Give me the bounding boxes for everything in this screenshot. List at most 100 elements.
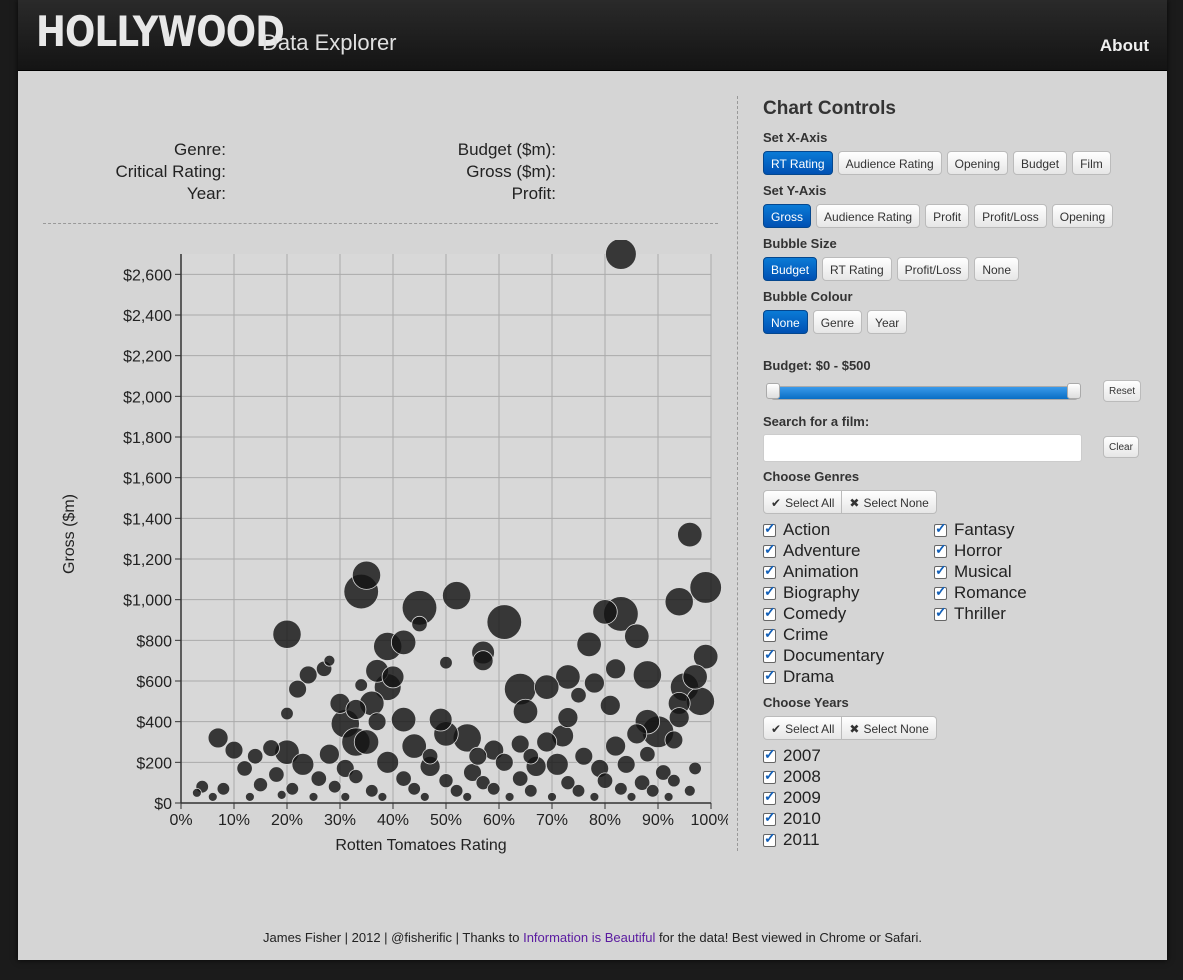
- bubble-colour-option-none[interactable]: None: [763, 310, 808, 334]
- budget-slider-max-handle[interactable]: [1067, 383, 1081, 399]
- y-axis-option-audience-rating[interactable]: Audience Rating: [816, 204, 921, 228]
- x-axis-option-rt-rating[interactable]: RT Rating: [763, 151, 833, 175]
- bubble-point[interactable]: [677, 521, 703, 548]
- bubble-point[interactable]: [262, 739, 280, 757]
- bubble-point[interactable]: [381, 665, 405, 689]
- bubble-point[interactable]: [272, 619, 302, 649]
- bubble-size-option-none[interactable]: None: [974, 257, 1020, 281]
- y-axis-option-opening[interactable]: Opening: [1051, 204, 1114, 228]
- bubble-point[interactable]: [664, 730, 684, 750]
- bubble-point[interactable]: [663, 792, 674, 802]
- bubble-point[interactable]: [512, 698, 539, 725]
- year-2009[interactable]: 2009: [763, 788, 821, 808]
- bubble-size-option-budget[interactable]: Budget: [763, 257, 818, 281]
- genre-comedy[interactable]: Comedy: [763, 604, 846, 624]
- bubble-point[interactable]: [472, 650, 494, 672]
- genre-animation[interactable]: Animation: [763, 562, 859, 582]
- bubble-point[interactable]: [395, 770, 412, 787]
- genre-checkbox[interactable]: [763, 583, 776, 600]
- bubble-point[interactable]: [589, 792, 600, 802]
- bubble-point[interactable]: [614, 782, 628, 796]
- bubble-point[interactable]: [353, 729, 380, 755]
- x-axis-option-film[interactable]: Film: [1072, 151, 1111, 175]
- bubble-colour-option-year[interactable]: Year: [867, 310, 908, 334]
- x-axis-option-budget[interactable]: Budget: [1013, 151, 1068, 175]
- bubble-point[interactable]: [247, 748, 264, 765]
- bubble-point[interactable]: [668, 707, 690, 729]
- genre-drama[interactable]: Drama: [763, 667, 834, 687]
- x-axis-option-audience-rating[interactable]: Audience Rating: [837, 151, 942, 175]
- bubble-point[interactable]: [253, 777, 268, 793]
- bubble-point[interactable]: [236, 760, 253, 777]
- bubble-point[interactable]: [276, 789, 287, 800]
- bubble-point[interactable]: [571, 784, 586, 798]
- bubble-point[interactable]: [365, 784, 379, 798]
- genre-checkbox[interactable]: [934, 562, 947, 579]
- bubble-point[interactable]: [560, 775, 576, 791]
- y-axis-option-profit-loss[interactable]: Profit/Loss: [974, 204, 1047, 228]
- bubble-point[interactable]: [428, 707, 453, 732]
- bubble-point[interactable]: [639, 746, 656, 763]
- bubble-point[interactable]: [308, 792, 319, 802]
- genre-musical[interactable]: Musical: [934, 562, 1012, 582]
- year-checkbox[interactable]: [763, 830, 776, 847]
- bubble-point[interactable]: [376, 750, 400, 774]
- bubble-point[interactable]: [682, 664, 708, 690]
- year-2011[interactable]: 2011: [763, 830, 820, 850]
- year-checkbox[interactable]: [763, 809, 776, 826]
- genre-checkbox[interactable]: [763, 520, 776, 537]
- bubble-point[interactable]: [605, 240, 637, 270]
- y-axis-option-gross[interactable]: Gross: [763, 204, 812, 228]
- bubble-point[interactable]: [310, 770, 327, 787]
- bubble-point[interactable]: [570, 687, 587, 704]
- bubble-point[interactable]: [616, 755, 636, 774]
- bubble-point[interactable]: [510, 734, 530, 754]
- genres-select-all-button[interactable]: ✔ Select All: [763, 490, 843, 514]
- bubble-point[interactable]: [327, 780, 342, 794]
- bubble-point[interactable]: [545, 753, 569, 776]
- reset-button[interactable]: Reset: [1103, 380, 1142, 402]
- genre-documentary[interactable]: Documentary: [763, 646, 884, 666]
- bubble-point[interactable]: [367, 712, 387, 732]
- clear-button[interactable]: Clear: [1103, 436, 1139, 458]
- genre-action[interactable]: Action: [763, 520, 830, 540]
- bubble-point[interactable]: [318, 743, 340, 765]
- bubble-point[interactable]: [624, 623, 650, 649]
- bubble-point[interactable]: [596, 772, 614, 789]
- bubble-point[interactable]: [486, 604, 523, 640]
- bubble-point[interactable]: [645, 784, 660, 798]
- bubble-point[interactable]: [555, 664, 581, 690]
- year-2008[interactable]: 2008: [763, 767, 821, 787]
- genre-crime[interactable]: Crime: [763, 625, 828, 645]
- x-axis-option-opening[interactable]: Opening: [946, 151, 1009, 175]
- bubble-point[interactable]: [462, 792, 473, 802]
- bubble-point[interactable]: [592, 599, 618, 625]
- bubble-point[interactable]: [536, 731, 558, 753]
- bubble-point[interactable]: [280, 706, 294, 721]
- search-input[interactable]: [763, 434, 1082, 462]
- bubble-point[interactable]: [689, 571, 722, 604]
- bubble-point[interactable]: [288, 679, 307, 699]
- bubble-point[interactable]: [574, 746, 594, 766]
- bubble-point[interactable]: [685, 686, 715, 716]
- genre-thriller[interactable]: Thriller: [934, 604, 1006, 624]
- bubble-point[interactable]: [411, 615, 428, 633]
- footer-link[interactable]: Information is Beautiful: [523, 930, 656, 945]
- bubble-point[interactable]: [390, 706, 417, 733]
- bubble-point[interactable]: [683, 784, 696, 797]
- bubble-point[interactable]: [626, 792, 637, 802]
- bubble-point[interactable]: [354, 678, 368, 692]
- bubble-size-option-profit-loss[interactable]: Profit/Loss: [896, 257, 970, 281]
- bubble-point[interactable]: [438, 773, 454, 789]
- genre-horror[interactable]: Horror: [934, 541, 1002, 561]
- bubble-point[interactable]: [655, 764, 672, 781]
- bubble-point[interactable]: [340, 792, 351, 802]
- bubble-point[interactable]: [291, 753, 315, 776]
- bubble-point[interactable]: [323, 654, 336, 667]
- bubble-point[interactable]: [377, 792, 388, 802]
- bubble-point[interactable]: [468, 746, 488, 766]
- bubble-point[interactable]: [534, 674, 560, 700]
- year-2007[interactable]: 2007: [763, 746, 821, 766]
- bubble-point[interactable]: [475, 775, 491, 791]
- genre-checkbox[interactable]: [934, 541, 947, 558]
